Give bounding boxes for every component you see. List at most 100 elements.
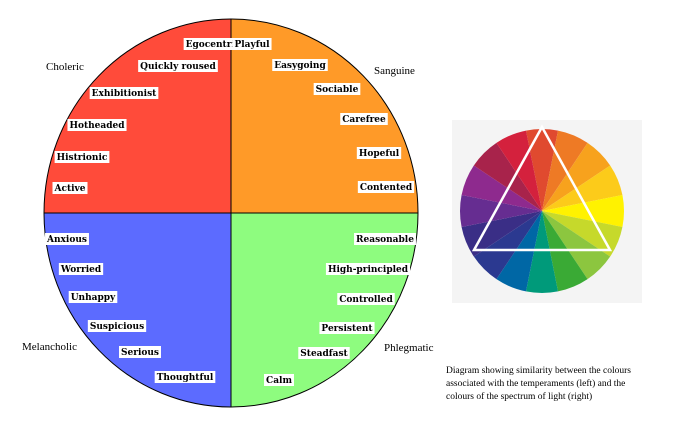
trait-label-bg <box>337 293 395 305</box>
trait-label: Playful <box>232 38 272 50</box>
diagram-caption: Diagram showing similarity between the c… <box>446 365 681 404</box>
trait-label: Steadfast <box>298 347 350 359</box>
trait-text: Contented <box>360 183 413 193</box>
trait-label-bg <box>232 38 272 50</box>
spectrum-segment <box>526 211 558 293</box>
trait-label-bg <box>183 38 243 50</box>
trait-text: Persistent <box>321 324 373 334</box>
spectrum-segment <box>542 195 624 227</box>
spectrum-segment <box>542 130 588 211</box>
trait-label-bg <box>89 87 159 99</box>
trait-label-bg <box>356 147 402 159</box>
trait-label-bg <box>340 113 388 125</box>
trait-label: Quickly roused <box>138 60 218 72</box>
trait-text: High-principled <box>328 265 409 275</box>
trait-text: Controlled <box>339 295 393 305</box>
trait-label: Controlled <box>337 293 395 305</box>
trait-text: Anxious <box>46 235 87 245</box>
trait-label: Carefree <box>340 113 388 125</box>
spectrum-segment <box>496 130 542 211</box>
trait-label-bg <box>54 151 110 163</box>
trait-label: Sociable <box>313 83 361 95</box>
trait-label: Active <box>52 182 88 194</box>
trait-label: Calm <box>264 374 294 386</box>
spectrum-wheel <box>452 120 642 303</box>
trait-text: Quickly roused <box>140 62 216 72</box>
spectrum-segment <box>473 142 542 211</box>
trait-label-bg <box>45 233 89 245</box>
spectrum-segment <box>461 211 542 257</box>
trait-label: Easygoing <box>272 59 328 71</box>
label-phlegmatic: Phlegmatic <box>384 342 434 354</box>
trait-label: Hopeful <box>356 147 402 159</box>
spectrum-segment <box>461 165 542 211</box>
trait-label-bg <box>325 263 411 275</box>
trait-label: Serious <box>119 346 161 358</box>
trait-label-bg <box>154 371 216 383</box>
spectrum-segment <box>526 129 558 211</box>
trait-text: Worried <box>60 265 102 275</box>
spectrum-segment <box>542 142 611 211</box>
label-choleric: Choleric <box>46 61 84 73</box>
trait-label-bg <box>58 263 104 275</box>
trait-labels: Egocentric Quickly roused Exhibitionist Hot… <box>45 38 416 386</box>
trait-text: Serious <box>121 348 159 358</box>
trait-label-bg <box>52 182 88 194</box>
label-sanguine: Sanguine <box>374 65 415 77</box>
trait-label-bg <box>67 119 127 131</box>
trait-label-bg <box>68 291 118 303</box>
trait-label: Suspicious <box>87 320 147 332</box>
trait-text: Exhibitionist <box>92 89 158 99</box>
spectrum-segment <box>542 165 623 211</box>
trait-label-bg <box>313 83 361 95</box>
trait-text: Sociable <box>316 85 359 95</box>
spectrum-segments <box>460 129 624 293</box>
trait-label: Histrionic <box>54 151 110 163</box>
quadrant-phlegmatic <box>231 213 418 407</box>
trait-label-bg <box>354 233 416 245</box>
trait-text: Reasonable <box>356 235 414 245</box>
trait-text: Easygoing <box>274 61 326 71</box>
spectrum-segment <box>542 211 623 257</box>
trait-label: Reasonable <box>354 233 416 245</box>
quadrant-melancholic <box>44 213 231 407</box>
trait-label: Egocentric <box>183 38 243 50</box>
trait-text: Calm <box>266 376 292 386</box>
caption-line-1: Diagram showing similarity between the c… <box>446 366 631 376</box>
trait-label-bg <box>357 181 415 193</box>
trait-label: Contented <box>357 181 415 193</box>
trait-label: Anxious <box>45 233 89 245</box>
trait-label: Worried <box>58 263 104 275</box>
trait-text: Histrionic <box>57 153 108 163</box>
trait-label: Unhappy <box>68 291 118 303</box>
trait-text: Hotheaded <box>69 121 125 131</box>
trait-label: Persistent <box>319 322 375 334</box>
caption-line-2: associated with the temperaments (left) … <box>446 379 626 389</box>
spectrum-triangle <box>471 124 613 252</box>
trait-label-bg <box>87 320 147 332</box>
trait-label-bg <box>319 322 375 334</box>
caption-line-3: colours of the spectrum of light (right) <box>446 392 593 402</box>
trait-text: Thoughtful <box>157 373 214 383</box>
trait-label-bg <box>272 59 328 71</box>
trait-text: Hopeful <box>359 149 400 159</box>
trait-text: Suspicious <box>90 322 144 332</box>
trait-label-bg <box>298 347 350 359</box>
trait-label: Exhibitionist <box>89 87 159 99</box>
trait-text: Steadfast <box>300 349 348 359</box>
label-melancholic: Melancholic <box>22 341 77 353</box>
spectrum-segment <box>542 211 611 280</box>
trait-label-bg <box>264 374 294 386</box>
trait-text: Playful <box>234 40 270 50</box>
trait-label: Hotheaded <box>67 119 127 131</box>
trait-label-bg <box>138 60 218 72</box>
trait-text: Egocentric <box>186 40 241 50</box>
spectrum-segment <box>473 211 542 280</box>
trait-label: Thoughtful <box>154 371 216 383</box>
wheel-outline <box>43 18 419 408</box>
temperament-wheel <box>43 18 419 408</box>
trait-label: High-principled <box>325 263 411 275</box>
trait-text: Carefree <box>342 115 386 125</box>
spectrum-segment <box>460 195 542 227</box>
